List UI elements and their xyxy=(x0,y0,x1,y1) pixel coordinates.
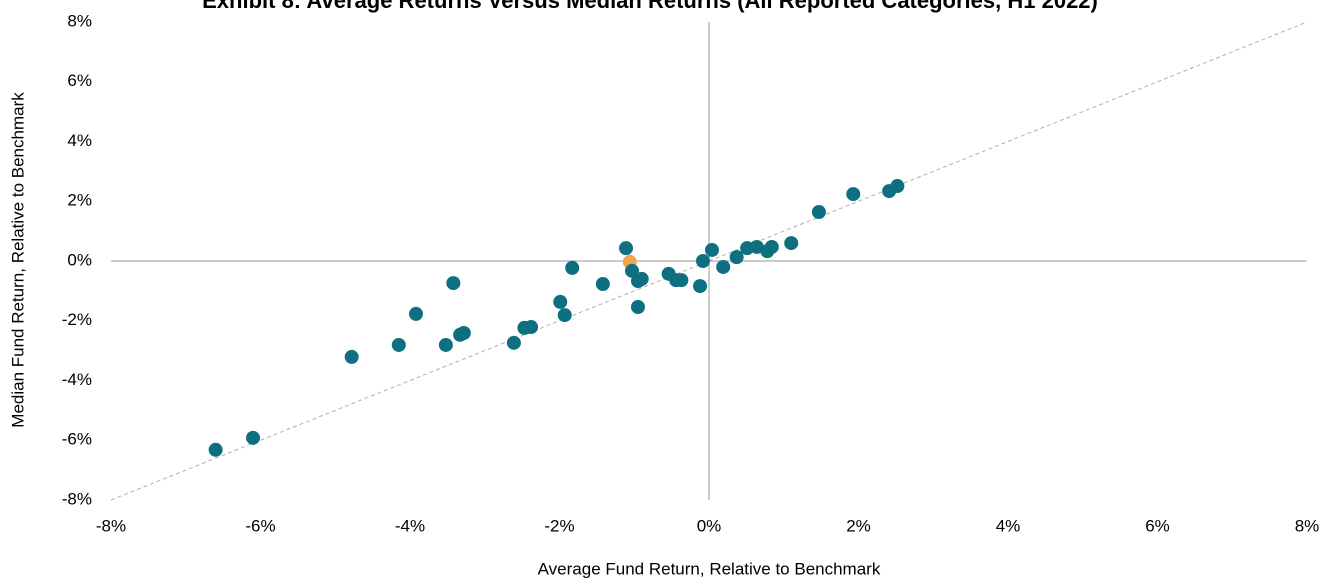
y-tick-label: 6% xyxy=(67,71,92,90)
point xyxy=(344,349,359,364)
y-tick-label: -2% xyxy=(62,310,92,329)
point xyxy=(890,179,905,194)
y-tick-label: 8% xyxy=(67,11,92,30)
point xyxy=(208,442,223,457)
point xyxy=(619,241,634,256)
y-tick-label: -6% xyxy=(62,430,92,449)
point xyxy=(446,276,461,291)
point xyxy=(696,254,711,268)
point xyxy=(595,277,610,292)
x-tick-label: 0% xyxy=(697,516,722,535)
x-tick-label: -4% xyxy=(395,516,425,535)
point xyxy=(524,320,539,335)
y-tick-label: 4% xyxy=(67,131,92,150)
point xyxy=(408,306,423,321)
y-tick-label: 2% xyxy=(67,191,92,210)
point xyxy=(704,242,719,257)
point xyxy=(729,250,744,265)
point xyxy=(456,325,471,340)
point xyxy=(553,294,568,309)
x-tick-label: 8% xyxy=(1295,516,1320,535)
x-tick-label: -2% xyxy=(544,516,574,535)
point xyxy=(246,430,261,445)
x-axis-label: Average Fund Return, Relative to Benchma… xyxy=(538,559,881,578)
point xyxy=(716,259,731,274)
x-tick-label: 2% xyxy=(846,516,871,535)
point xyxy=(784,236,799,251)
point xyxy=(674,273,689,288)
y-axis-label: Median Fund Return, Relative to Benchmar… xyxy=(8,92,27,428)
point xyxy=(557,308,572,323)
y-tick-label: 0% xyxy=(67,250,92,269)
point xyxy=(506,335,521,350)
point xyxy=(764,239,779,254)
point xyxy=(625,263,640,278)
x-tick-label: 4% xyxy=(996,516,1021,535)
point xyxy=(630,300,645,315)
point xyxy=(438,337,453,352)
point xyxy=(391,337,406,352)
x-tick-label: 6% xyxy=(1145,516,1170,535)
y-tick-label: -4% xyxy=(62,370,92,389)
diagonal-line xyxy=(110,21,1308,501)
y-tick-label: -8% xyxy=(62,489,92,508)
point xyxy=(634,271,649,286)
point xyxy=(565,260,580,275)
chart-title: Exhibit 8: Average Returns Versus Median… xyxy=(202,0,1098,13)
x-tick-label: -8% xyxy=(96,516,126,535)
point xyxy=(846,187,861,202)
point xyxy=(693,279,708,294)
point xyxy=(811,205,826,220)
x-tick-label: -6% xyxy=(245,516,275,535)
